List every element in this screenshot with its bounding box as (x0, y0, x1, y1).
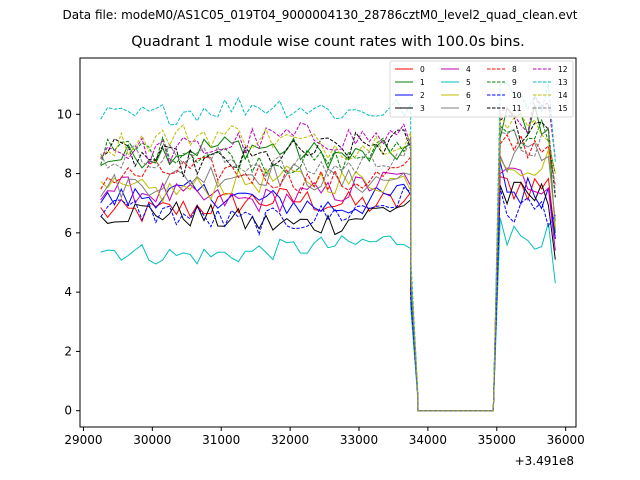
x-offset-label: +3.491e8 (515, 454, 574, 468)
legend-label-9: 9 (512, 78, 517, 87)
plot-lines (100, 82, 556, 412)
y-axis: 0 2 4 6 8 10 (57, 107, 80, 418)
y-tick-label: 6 (64, 226, 72, 240)
y-tick-label: 4 (64, 285, 72, 299)
legend-label-6: 6 (466, 91, 471, 100)
chart-title: Quadrant 1 module wise count rates with … (131, 34, 525, 50)
legend-box (389, 60, 574, 118)
y-tick-label: 0 (64, 404, 72, 418)
legend-label-14: 14 (558, 91, 568, 100)
legend-label-4: 4 (466, 65, 471, 74)
x-tick-label: 29000 (64, 433, 102, 447)
y-tick-label: 8 (64, 167, 72, 181)
legend-label-11: 11 (512, 104, 522, 113)
series-line-1 (100, 105, 556, 412)
legend-label-8: 8 (512, 65, 517, 74)
series-line-11 (100, 114, 556, 412)
series-line-15 (100, 127, 556, 412)
x-tick-label: 35000 (478, 433, 516, 447)
series-line-0 (100, 175, 556, 412)
x-tick-label: 32000 (271, 433, 309, 447)
legend-label-3: 3 (420, 104, 425, 113)
x-tick-label: 36000 (547, 433, 585, 447)
legend-label-13: 13 (558, 78, 568, 87)
y-tick-label: 2 (64, 344, 72, 358)
legend-label-0: 0 (420, 65, 425, 74)
series-line-10 (100, 186, 556, 412)
legend-label-10: 10 (512, 91, 522, 100)
series-line-5 (100, 217, 556, 412)
x-tick-label: 31000 (202, 433, 240, 447)
legend-label-5: 5 (466, 78, 471, 87)
legend-label-7: 7 (466, 104, 471, 113)
legend-label-2: 2 (420, 91, 425, 100)
x-tick-label: 33000 (340, 433, 378, 447)
x-tick-label: 30000 (133, 433, 171, 447)
y-tick-label: 10 (57, 107, 72, 121)
legend-label-1: 1 (420, 78, 425, 87)
x-tick-label: 34000 (409, 433, 447, 447)
legend-label-12: 12 (558, 65, 568, 74)
figure-suptitle: Data file: modeM0/AS1C05_019T04_90000041… (62, 8, 578, 22)
axes-frame (79, 57, 577, 428)
x-axis: 29000 30000 31000 32000 33000 34000 35000 36000 (64, 427, 585, 447)
legend-label-15: 15 (558, 104, 568, 113)
series-line-14 (100, 113, 556, 412)
series-line-12 (100, 94, 556, 412)
series-line-3 (100, 181, 556, 412)
